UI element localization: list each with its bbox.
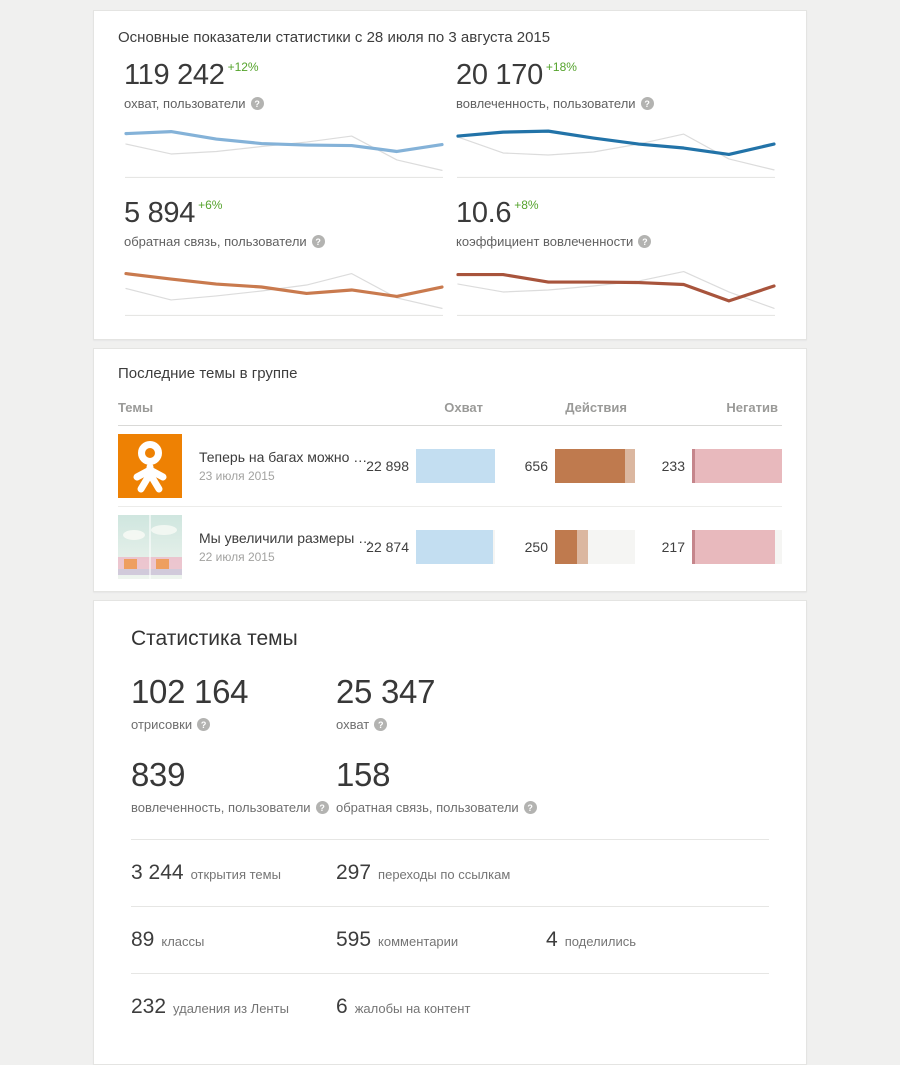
actions-value: 250 bbox=[524, 539, 548, 555]
stat-shares: 4 поделились bbox=[546, 928, 637, 951]
help-icon[interactable] bbox=[374, 718, 388, 731]
metric-reach: 119 242 +12% охват, пользователи bbox=[124, 58, 444, 182]
help-icon[interactable] bbox=[315, 801, 329, 814]
help-icon[interactable] bbox=[523, 801, 537, 814]
actions-value: 656 bbox=[524, 458, 548, 474]
stat-feed-removals: 232 удаления из Ленты bbox=[131, 995, 289, 1018]
actions-bar bbox=[555, 449, 635, 483]
topic-thumbnail-ok-logo[interactable] bbox=[118, 434, 182, 498]
topic-stats-title: Статистика темы bbox=[131, 627, 298, 650]
metric-delta-badge: +12% bbox=[227, 60, 259, 74]
stat-engagement: 839 вовлеченность, пользователи bbox=[131, 756, 336, 815]
help-icon[interactable] bbox=[638, 235, 652, 248]
metric-label: вовлеченность, пользователи bbox=[456, 96, 636, 111]
sparkline-engagement-rate bbox=[456, 271, 776, 316]
column-header-topics: Темы bbox=[118, 400, 154, 415]
reach-value: 22 874 bbox=[366, 539, 409, 555]
stat-value: 839 bbox=[131, 756, 186, 793]
negative-value: 233 bbox=[661, 458, 685, 474]
reach-bar bbox=[416, 530, 495, 564]
help-icon[interactable] bbox=[197, 718, 211, 731]
metric-delta-badge: +6% bbox=[198, 198, 223, 212]
metric-label: коэффициент вовлеченности bbox=[456, 234, 634, 249]
stat-label: отрисовки bbox=[131, 717, 193, 732]
negative-bar bbox=[692, 449, 782, 483]
metric-engagement: 20 170 +18% вовлеченность, пользователи bbox=[456, 58, 776, 182]
stat-label: вовлеченность, пользователи bbox=[131, 800, 311, 815]
stat-comments: 595 комментарии bbox=[336, 928, 459, 951]
sparkline-reach bbox=[124, 130, 444, 178]
metric-label: обратная связь, пользователи bbox=[124, 234, 307, 249]
table-row[interactable]: Теперь на багах можно … 23 июля 2015 22 … bbox=[118, 426, 782, 506]
help-icon[interactable] bbox=[250, 97, 264, 110]
topic-thumbnail-photo[interactable] bbox=[118, 515, 182, 579]
overview-card: Основные показатели статистики с 28 июля… bbox=[93, 10, 807, 340]
stat-value: 25 347 bbox=[336, 673, 436, 710]
topic-title[interactable]: Теперь на багах можно … bbox=[199, 449, 368, 465]
stat-value: 102 164 bbox=[131, 673, 249, 710]
column-header-reach: Охват bbox=[444, 400, 483, 415]
overview-title: Основные показатели статистики с 28 июля… bbox=[118, 29, 551, 46]
stat-feedback: 158 обратная связь, пользователи bbox=[336, 756, 546, 815]
sparkline-engagement bbox=[456, 129, 776, 178]
topics-card: Последние темы в группе Темы Охват Дейст… bbox=[93, 348, 807, 592]
help-icon[interactable] bbox=[640, 97, 654, 110]
metric-value: 10.6 bbox=[456, 197, 512, 229]
metric-value: 20 170 bbox=[456, 59, 543, 91]
column-header-negative: Негатив bbox=[726, 400, 778, 415]
metric-label: охват, пользователи bbox=[124, 96, 246, 111]
actions-bar bbox=[555, 530, 635, 564]
table-header: Темы Охват Действия Негатив bbox=[118, 382, 782, 426]
divider bbox=[131, 906, 769, 907]
sparkline-feedback bbox=[124, 272, 444, 316]
reach-bar bbox=[416, 449, 495, 483]
metric-delta-badge: +8% bbox=[514, 198, 539, 212]
stat-label: обратная связь, пользователи bbox=[336, 800, 519, 815]
metric-feedback: 5 894 +6% обратная связь, пользователи bbox=[124, 196, 444, 320]
topic-stats-card: Статистика темы 102 164 отрисовки 25 347… bbox=[93, 600, 807, 1065]
topics-title: Последние темы в группе bbox=[118, 365, 298, 382]
help-icon[interactable] bbox=[311, 235, 325, 248]
negative-value: 217 bbox=[661, 539, 685, 555]
stat-renders: 102 164 отрисовки bbox=[131, 673, 336, 732]
stat-topic-opens: 3 244 открытия темы bbox=[131, 861, 281, 884]
topic-date: 23 июля 2015 bbox=[199, 469, 275, 483]
stat-value: 158 bbox=[336, 756, 391, 793]
stat-reach: 25 347 охват bbox=[336, 673, 546, 732]
metric-value: 5 894 bbox=[124, 197, 196, 229]
column-header-actions: Действия bbox=[565, 400, 627, 415]
topic-title[interactable]: Мы увеличили размеры … bbox=[199, 530, 373, 546]
negative-bar bbox=[692, 530, 782, 564]
stat-likes: 89 классы bbox=[131, 928, 205, 951]
divider bbox=[131, 839, 769, 840]
stat-content-complaints: 6 жалобы на контент bbox=[336, 995, 471, 1018]
metric-value: 119 242 bbox=[124, 59, 225, 91]
divider bbox=[131, 973, 769, 974]
topic-date: 22 июля 2015 bbox=[199, 550, 275, 564]
reach-value: 22 898 bbox=[366, 458, 409, 474]
metrics-grid: 119 242 +12% охват, пользователи 20 170 … bbox=[118, 58, 782, 320]
metric-engagement-rate: 10.6 +8% коэффициент вовлеченности bbox=[456, 196, 776, 320]
metric-delta-badge: +18% bbox=[545, 60, 577, 74]
stat-link-clicks: 297 переходы по ссылкам bbox=[336, 861, 511, 884]
stat-label: охват bbox=[336, 717, 370, 732]
table-row[interactable]: Мы увеличили размеры … 22 июля 2015 22 8… bbox=[118, 506, 782, 587]
